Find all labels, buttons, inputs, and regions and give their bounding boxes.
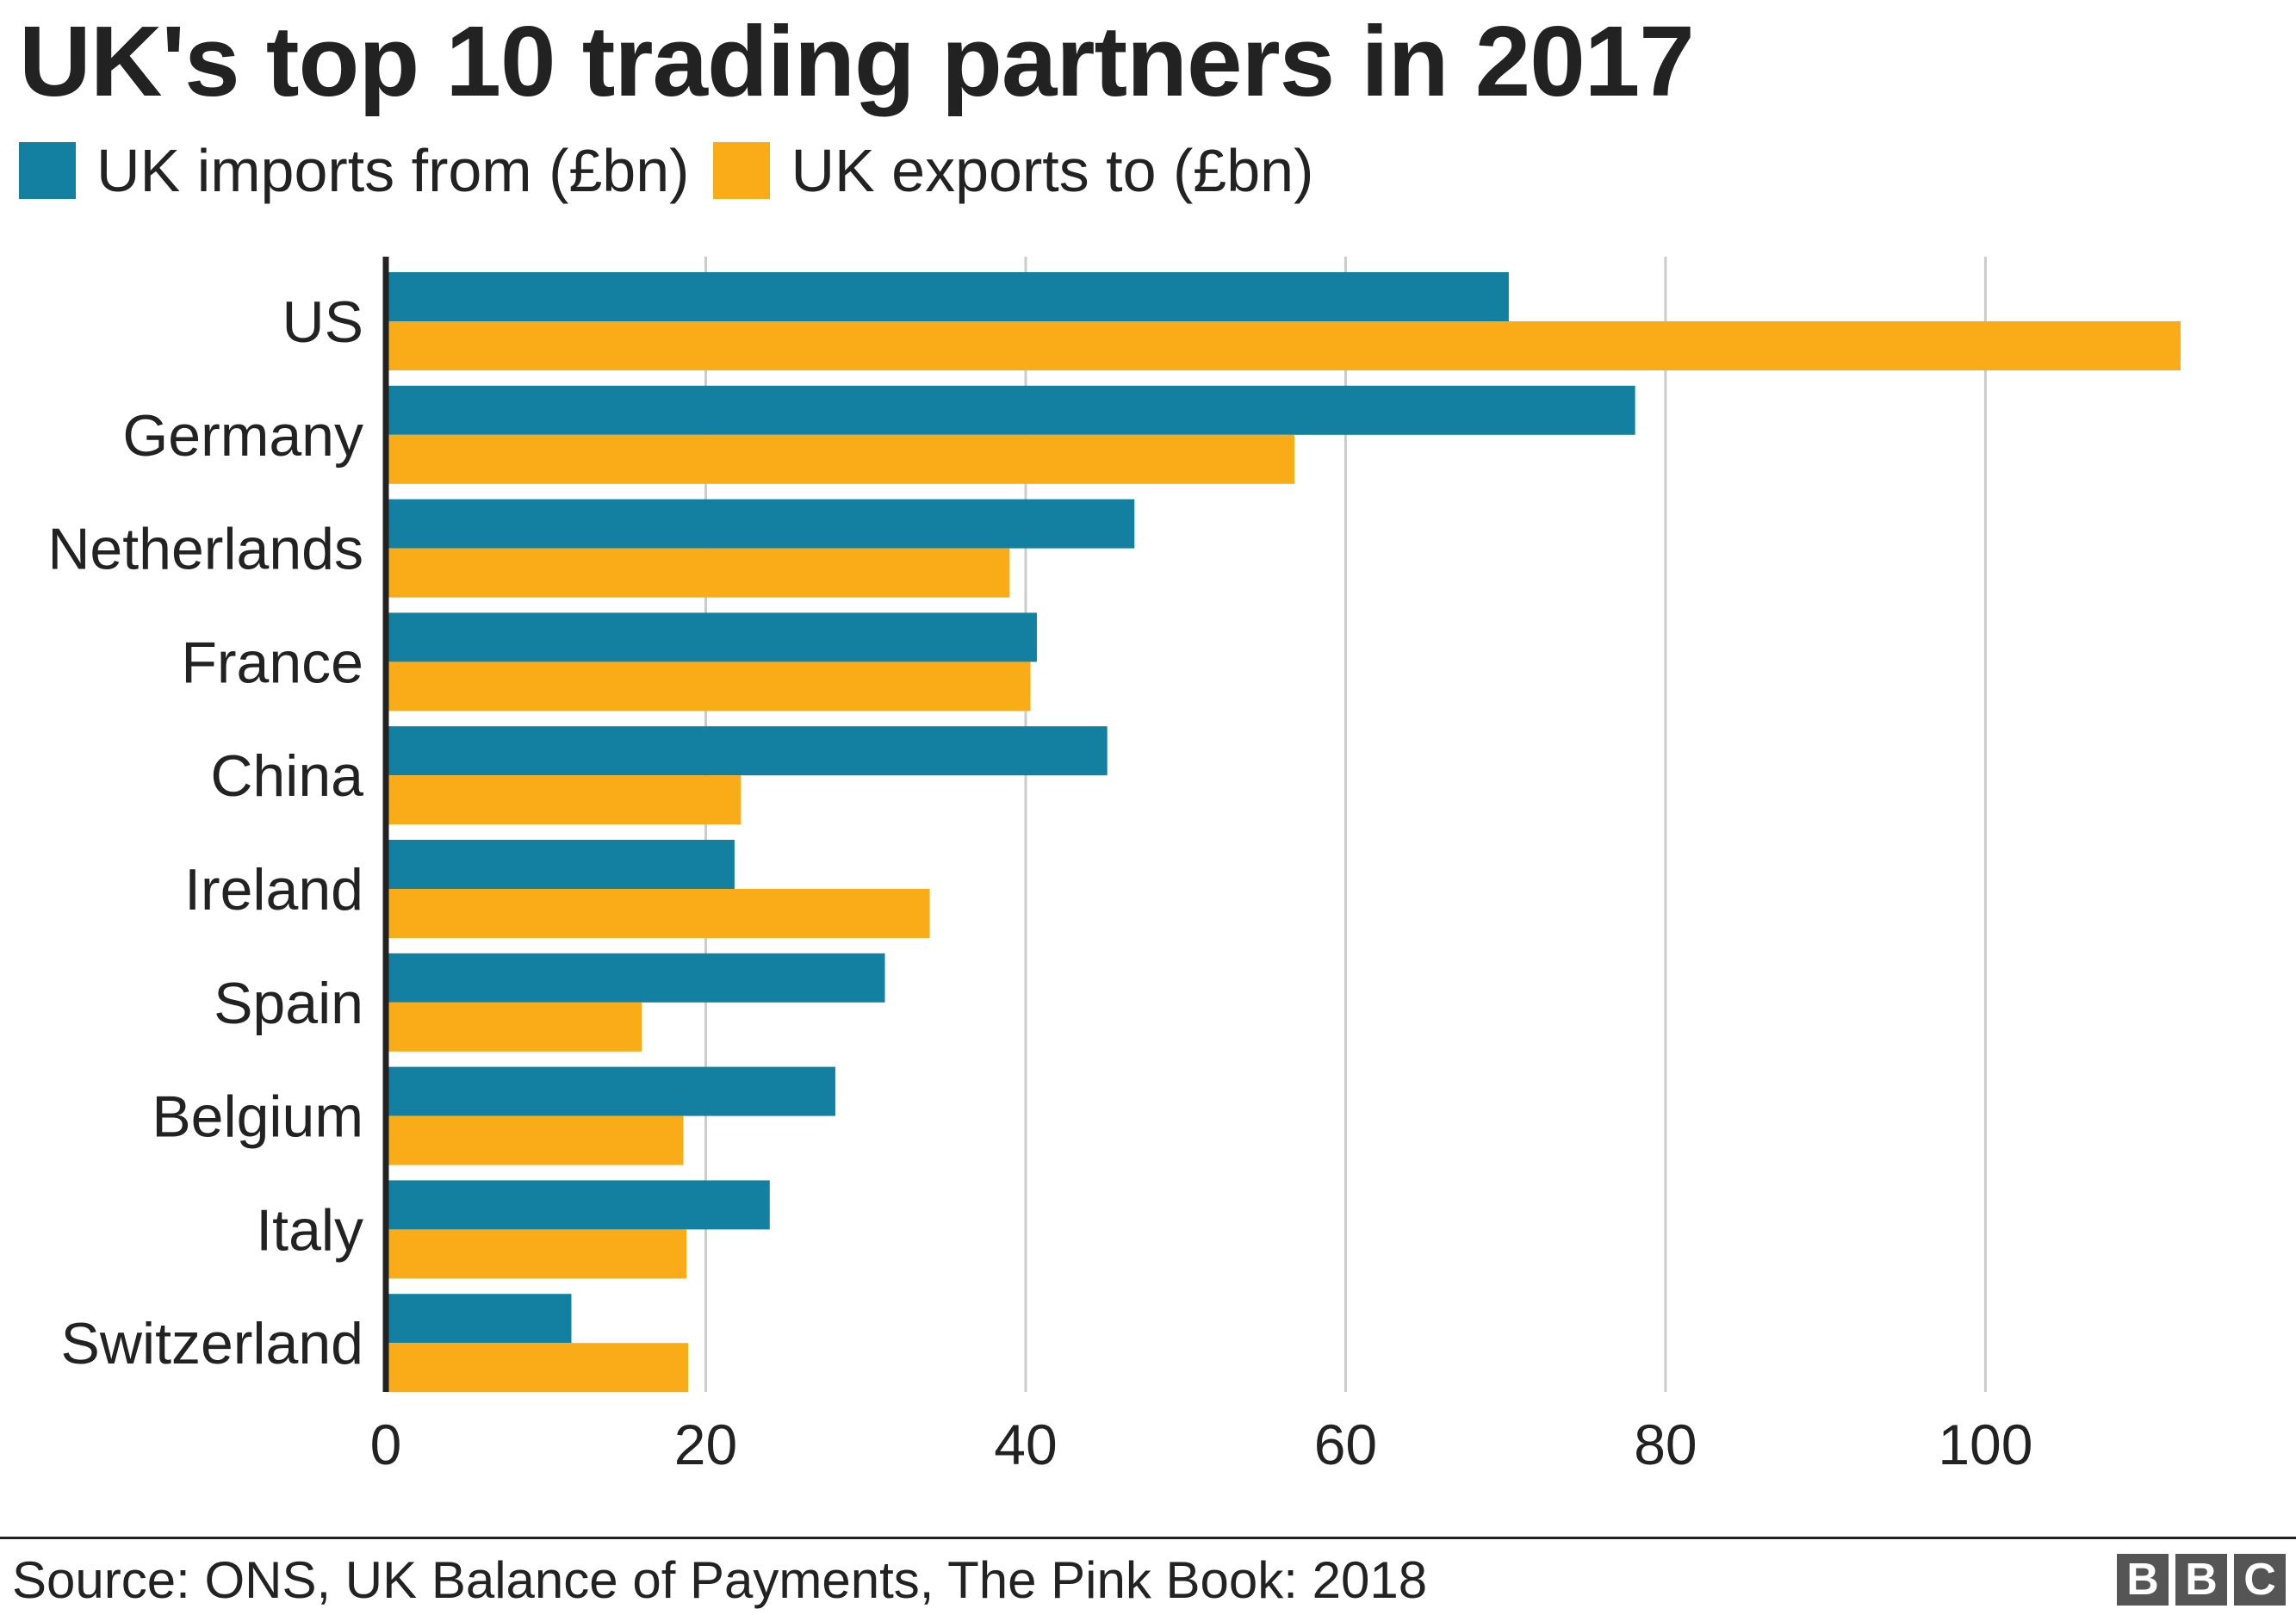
- category-label-spain: Spain: [214, 971, 363, 1036]
- bbc-logo-letter-c: C: [2234, 1554, 2286, 1606]
- category-label-ireland: Ireland: [184, 857, 363, 922]
- x-tick-label-80: 80: [1634, 1413, 1697, 1476]
- bar-exports-ireland: [386, 889, 930, 938]
- bar-exports-spain: [386, 1002, 642, 1052]
- footer-divider: [0, 1537, 2296, 1539]
- x-tick-label-60: 60: [1314, 1413, 1377, 1476]
- category-label-china: China: [210, 743, 363, 809]
- category-label-switzerland: Switzerland: [61, 1311, 364, 1376]
- legend-item-exports: UK exports to (£bn): [713, 136, 1313, 205]
- bbc-logo-letter-b2: B: [2175, 1554, 2227, 1606]
- bbc-logo-letter-b1: B: [2117, 1554, 2169, 1606]
- x-tick-label-0: 0: [370, 1413, 402, 1476]
- legend: UK imports from (£bn) UK exports to (£bn…: [19, 136, 1337, 205]
- bar-imports-france: [386, 612, 1037, 662]
- bar-exports-us: [386, 321, 2181, 370]
- legend-swatch-imports: [19, 142, 76, 199]
- bar-imports-italy: [386, 1180, 770, 1230]
- category-label-germany: Germany: [122, 403, 363, 469]
- bar-imports-spain: [386, 953, 885, 1003]
- bar-imports-china: [386, 726, 1108, 776]
- bar-exports-netherlands: [386, 548, 1010, 598]
- x-tick-label-40: 40: [994, 1413, 1057, 1476]
- bar-exports-china: [386, 775, 742, 825]
- legend-item-imports: UK imports from (£bn): [19, 136, 689, 205]
- legend-label-imports: UK imports from (£bn): [96, 137, 690, 204]
- bbc-logo: B B C: [2110, 1554, 2286, 1606]
- bar-exports-belgium: [386, 1115, 684, 1165]
- bar-exports-germany: [386, 434, 1295, 484]
- x-tick-label-100: 100: [1938, 1413, 2032, 1476]
- bar-imports-belgium: [386, 1066, 835, 1116]
- x-tick-label-20: 20: [674, 1413, 737, 1476]
- category-label-us: US: [282, 289, 363, 355]
- bar-exports-italy: [386, 1229, 687, 1279]
- legend-swatch-exports: [713, 142, 771, 199]
- legend-label-exports: UK exports to (£bn): [791, 137, 1314, 204]
- bar-exports-france: [386, 662, 1031, 711]
- source-note: Source: ONS, UK Balance of Payments, The…: [12, 1551, 1428, 1609]
- category-label-belgium: Belgium: [152, 1084, 363, 1150]
- category-label-italy: Italy: [256, 1197, 363, 1263]
- bar-imports-ireland: [386, 840, 735, 889]
- category-label-france: France: [181, 630, 363, 695]
- bar-imports-germany: [386, 385, 1635, 435]
- bar-imports-us: [386, 272, 1509, 321]
- bar-imports-switzerland: [386, 1294, 572, 1344]
- chart-title: UK's top 10 trading partners in 2017: [19, 5, 1695, 117]
- bar-chart: 0 20 40 60 80 100 US Germany Netherlands France Ch…: [47, 257, 2181, 1476]
- category-label-netherlands: Netherlands: [47, 517, 363, 582]
- bar-imports-netherlands: [386, 499, 1135, 549]
- bar-exports-switzerland: [386, 1343, 689, 1393]
